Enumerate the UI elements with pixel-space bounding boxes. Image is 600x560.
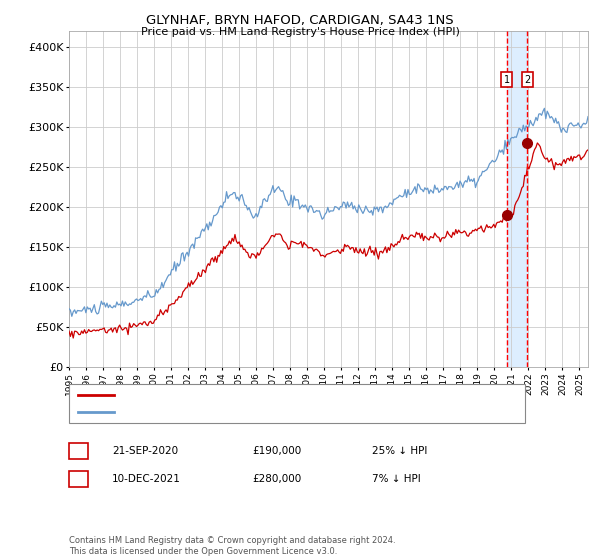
Text: HPI: Average price, detached house, Ceredigion: HPI: Average price, detached house, Cere… xyxy=(121,407,355,417)
Text: 25% ↓ HPI: 25% ↓ HPI xyxy=(372,446,427,456)
Text: GLYNHAF, BRYN HAFOD, CARDIGAN, SA43 1NS: GLYNHAF, BRYN HAFOD, CARDIGAN, SA43 1NS xyxy=(146,14,454,27)
Text: 21-SEP-2020: 21-SEP-2020 xyxy=(112,446,178,456)
Text: £280,000: £280,000 xyxy=(252,474,301,484)
Text: 7% ↓ HPI: 7% ↓ HPI xyxy=(372,474,421,484)
Text: 1: 1 xyxy=(503,74,510,85)
Text: 2: 2 xyxy=(524,74,530,85)
Text: 2: 2 xyxy=(75,474,82,484)
Text: GLYNHAF, BRYN HAFOD, CARDIGAN, SA43 1NS (detached house): GLYNHAF, BRYN HAFOD, CARDIGAN, SA43 1NS … xyxy=(121,390,438,400)
Text: £190,000: £190,000 xyxy=(252,446,301,456)
Text: Contains HM Land Registry data © Crown copyright and database right 2024.
This d: Contains HM Land Registry data © Crown c… xyxy=(69,536,395,556)
Text: Price paid vs. HM Land Registry's House Price Index (HPI): Price paid vs. HM Land Registry's House … xyxy=(140,27,460,37)
Text: 1: 1 xyxy=(75,446,82,456)
Text: 10-DEC-2021: 10-DEC-2021 xyxy=(112,474,181,484)
Bar xyxy=(506,31,527,367)
